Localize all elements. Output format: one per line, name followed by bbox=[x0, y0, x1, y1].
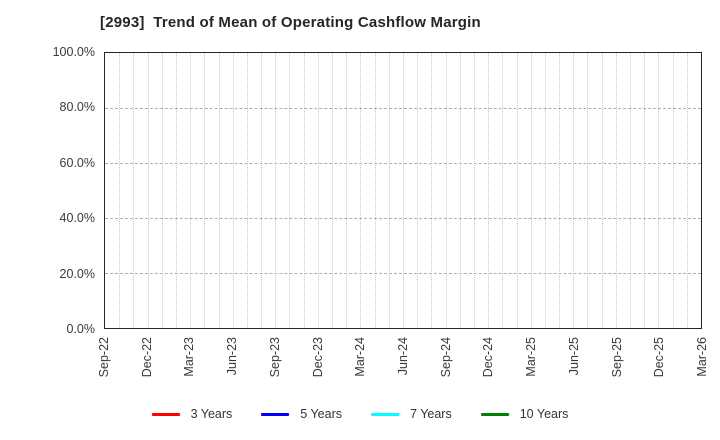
gridline-vertical bbox=[346, 53, 348, 328]
gridline-vertical bbox=[147, 53, 149, 328]
plot-area bbox=[104, 52, 702, 329]
legend-line-swatch bbox=[261, 412, 290, 416]
gridline-vertical bbox=[544, 53, 546, 328]
legend-item: 10 Years bbox=[480, 407, 569, 421]
chart-title: [2993] Trend of Mean of Operating Cashfl… bbox=[100, 14, 481, 31]
gridline-vertical bbox=[516, 53, 518, 328]
chart-legend: 3 Years 5 Years 7 Years 10 Years bbox=[0, 405, 720, 423]
gridline-vertical bbox=[615, 53, 617, 328]
gridline-vertical bbox=[672, 53, 674, 328]
x-tick-label: Sep-23 bbox=[267, 337, 282, 378]
legend-label: 5 Years bbox=[300, 407, 343, 421]
x-tick-label: Mar-25 bbox=[524, 337, 539, 377]
x-tick-label: Dec-24 bbox=[481, 337, 496, 378]
y-tick-label: 60.0% bbox=[59, 155, 95, 170]
gridline-vertical bbox=[601, 53, 603, 328]
y-tick-label: 100.0% bbox=[52, 45, 95, 59]
legend-item: 7 Years bbox=[371, 407, 452, 421]
gridline-vertical bbox=[246, 53, 248, 328]
x-tick-label: Sep-25 bbox=[609, 337, 624, 378]
legend-line-swatch bbox=[151, 412, 180, 416]
gridline-vertical bbox=[289, 53, 291, 328]
x-tick-label: Dec-22 bbox=[139, 337, 154, 378]
gridline-vertical bbox=[644, 53, 646, 328]
gridline-vertical bbox=[332, 53, 334, 328]
gridline-vertical bbox=[686, 53, 688, 328]
gridline-vertical bbox=[190, 53, 192, 328]
gridline-vertical bbox=[573, 53, 575, 328]
legend-label: 10 Years bbox=[519, 407, 569, 421]
gridline-vertical bbox=[317, 53, 319, 328]
gridline-vertical bbox=[445, 53, 447, 328]
gridline-horizontal bbox=[105, 108, 701, 109]
legend-item: 5 Years bbox=[261, 407, 342, 421]
legend-line-swatch bbox=[371, 412, 400, 416]
gridline-vertical bbox=[530, 53, 532, 328]
gridline-horizontal bbox=[105, 218, 701, 219]
gridline-vertical bbox=[218, 53, 220, 328]
gridline-horizontal bbox=[105, 273, 701, 274]
gridline-vertical bbox=[417, 53, 419, 328]
gridline-vertical bbox=[403, 53, 404, 328]
gridline-vertical bbox=[459, 53, 461, 328]
x-tick-label: Sep-24 bbox=[438, 337, 453, 378]
gridline-vertical bbox=[232, 53, 234, 328]
x-tick-label: Dec-25 bbox=[652, 337, 667, 378]
gridline-horizontal bbox=[105, 163, 701, 164]
x-tick-label: Mar-26 bbox=[695, 337, 709, 377]
y-tick-label: 20.0% bbox=[59, 266, 95, 281]
x-tick-label: Jun-24 bbox=[396, 337, 410, 376]
gridline-vertical bbox=[374, 53, 376, 328]
y-tick-label: 40.0% bbox=[59, 211, 95, 226]
gridline-vertical bbox=[473, 53, 475, 328]
gridline-vertical bbox=[658, 53, 660, 328]
x-tick-label: Dec-23 bbox=[310, 337, 325, 378]
gridline-vertical bbox=[133, 53, 135, 328]
y-tick-label: 80.0% bbox=[59, 100, 95, 115]
gridline-vertical bbox=[161, 53, 163, 328]
y-tick-label: 0.0% bbox=[66, 322, 96, 336]
legend-line-swatch bbox=[480, 412, 509, 416]
gridline-vertical bbox=[175, 53, 177, 328]
gridline-vertical bbox=[119, 53, 121, 328]
gridline-vertical bbox=[502, 53, 504, 328]
gridline-vertical bbox=[559, 53, 561, 328]
gridline-vertical bbox=[431, 53, 433, 328]
gridline-vertical bbox=[275, 53, 277, 328]
legend-label: 7 Years bbox=[410, 407, 452, 421]
gridline-vertical bbox=[360, 53, 362, 328]
x-tick-label: Mar-24 bbox=[353, 337, 368, 377]
x-tick-label: Mar-23 bbox=[182, 337, 197, 377]
x-tick-label: Sep-22 bbox=[97, 337, 111, 378]
gridline-vertical bbox=[488, 53, 490, 328]
legend-label: 3 Years bbox=[190, 407, 233, 421]
gridline-vertical bbox=[204, 53, 206, 328]
gridline-vertical bbox=[630, 53, 632, 328]
gridline-vertical bbox=[587, 53, 589, 328]
gridline-vertical bbox=[303, 53, 305, 328]
gridline-vertical bbox=[388, 53, 390, 328]
legend-item: 3 Years bbox=[151, 407, 233, 421]
gridline-vertical bbox=[261, 53, 263, 328]
x-tick-label: Jun-25 bbox=[566, 337, 581, 376]
x-tick-label: Jun-23 bbox=[225, 337, 240, 376]
